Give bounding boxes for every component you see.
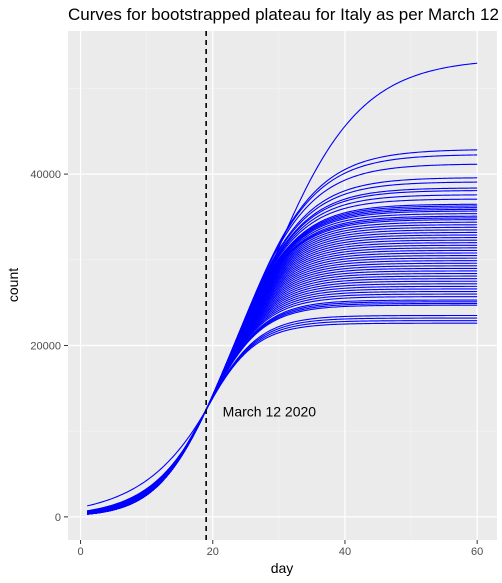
curves-group <box>87 62 478 515</box>
x-axis-title: day <box>271 560 294 576</box>
x-tick-label: 0 <box>77 546 83 558</box>
x-tick-label: 60 <box>471 546 483 558</box>
annotation-march-12-2020: March 12 2020 <box>223 403 317 419</box>
chart-title: Curves for bootstrapped plateau for Ital… <box>68 5 499 24</box>
bootstrap-curve-57 <box>87 322 478 515</box>
grid-lines <box>68 31 497 540</box>
x-axis: 0 20 40 60 <box>77 540 483 558</box>
x-tick-label: 20 <box>207 546 219 558</box>
y-tick-label: 0 <box>55 512 61 524</box>
bootstrap-curve-4 <box>87 163 478 512</box>
x-tick-label: 40 <box>339 546 351 558</box>
y-tick-label: 20000 <box>30 340 61 352</box>
y-axis-title: count <box>5 268 21 302</box>
y-axis: 0 20000 40000 <box>30 169 68 524</box>
y-tick-label: 40000 <box>30 169 61 181</box>
